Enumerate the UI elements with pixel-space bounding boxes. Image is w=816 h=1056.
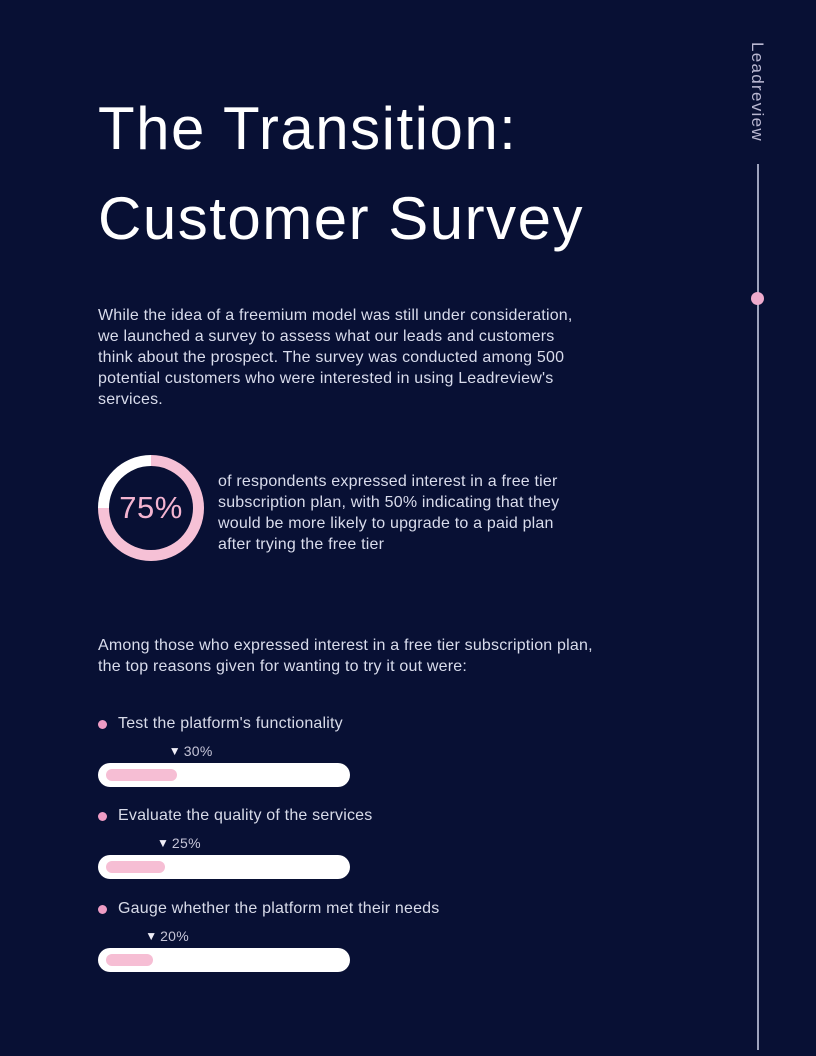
- reason-item: Test the platform's functionality ▼ 30%: [98, 714, 518, 787]
- progress-fill: [106, 954, 154, 966]
- reason-item: Evaluate the quality of the services ▼ 2…: [98, 806, 518, 879]
- donut-hole: 75%: [109, 466, 193, 550]
- timeline-line: [757, 164, 759, 1050]
- reason-head: Evaluate the quality of the services: [98, 806, 518, 826]
- timeline-dot: [751, 292, 764, 305]
- reason-label: Gauge whether the platform met their nee…: [118, 900, 440, 917]
- page-title-line2: Customer Survey: [98, 185, 584, 252]
- page-title: The Transition: Customer Survey: [98, 84, 584, 264]
- marker-percent-label: 30%: [183, 742, 213, 759]
- brand-vertical-label: Leadreview: [748, 42, 767, 142]
- marker-triangle-icon: ▼: [168, 743, 181, 758]
- stat-description: of respondents expressed interest in a f…: [218, 473, 560, 553]
- progress-track: [98, 763, 350, 787]
- bullet-dot-icon: [98, 904, 107, 914]
- reason-label: Evaluate the quality of the services: [118, 807, 373, 824]
- progress-fill: [106, 861, 165, 873]
- marker-percent-label: 25%: [171, 834, 201, 851]
- bullet-dot-icon: [98, 719, 107, 729]
- reason-head: Test the platform's functionality: [98, 714, 518, 734]
- marker-row: ▼ 30%: [169, 742, 518, 759]
- marker-percent-label: 20%: [160, 927, 189, 944]
- reason-label: Test the platform's functionality: [118, 715, 343, 732]
- reason-head: Gauge whether the platform met their nee…: [98, 899, 518, 919]
- page-title-line1: The Transition:: [98, 95, 518, 162]
- reasons-intro: Among those who expressed interest in a …: [98, 637, 593, 675]
- marker-row: ▼ 25%: [157, 834, 518, 851]
- progress-track: [98, 948, 350, 972]
- marker-triangle-icon: ▼: [145, 928, 158, 943]
- donut-chart: 75%: [98, 455, 204, 561]
- reason-item: Gauge whether the platform met their nee…: [98, 899, 518, 972]
- progress-track: [98, 855, 350, 879]
- progress-fill: [106, 769, 177, 781]
- bullet-dot-icon: [98, 811, 107, 821]
- stat-value: 75%: [119, 490, 183, 525]
- intro-paragraph: While the idea of a freemium model was s…: [98, 307, 573, 408]
- marker-triangle-icon: ▼: [157, 835, 169, 850]
- marker-row: ▼ 20%: [145, 927, 518, 944]
